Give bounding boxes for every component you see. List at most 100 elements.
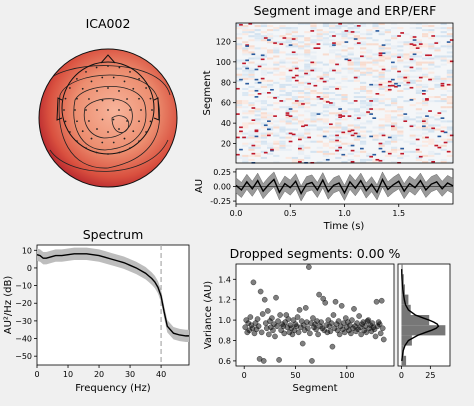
segment-cell bbox=[366, 49, 373, 52]
segment-cell bbox=[360, 33, 367, 36]
variance-point bbox=[318, 319, 324, 325]
segment-cell bbox=[375, 93, 380, 95]
variance-point bbox=[294, 314, 301, 320]
segment-cell bbox=[428, 61, 435, 64]
segment-cell bbox=[440, 27, 447, 30]
segment-cell bbox=[294, 100, 299, 102]
segment-cell bbox=[254, 135, 259, 138]
segment-cell bbox=[322, 31, 329, 34]
segment-cell bbox=[248, 122, 255, 125]
segment-cell bbox=[242, 73, 249, 76]
segment-cell bbox=[279, 85, 286, 88]
segment-cell bbox=[344, 41, 349, 43]
segment-cell bbox=[341, 94, 348, 97]
erp-xtick-label: 0.5 bbox=[284, 209, 297, 218]
segment-cell bbox=[310, 104, 317, 107]
segment-cell bbox=[335, 140, 342, 143]
segment-cell bbox=[310, 27, 317, 30]
sensor-dot bbox=[90, 137, 93, 140]
histogram-density-line bbox=[400, 269, 440, 361]
segment-cell bbox=[254, 100, 261, 103]
segment-cell bbox=[353, 31, 360, 34]
segment-cell bbox=[248, 146, 255, 149]
segment-cell bbox=[291, 31, 298, 34]
segment-cell bbox=[248, 85, 255, 88]
segment-cell bbox=[335, 25, 342, 28]
segment-cell bbox=[236, 27, 243, 30]
segment-cell bbox=[412, 39, 417, 41]
segment-cell bbox=[260, 91, 267, 95]
segment-cell bbox=[310, 61, 315, 64]
segment-cell bbox=[298, 138, 302, 141]
segment-cell bbox=[360, 87, 367, 90]
segment-cell bbox=[267, 67, 274, 70]
segment-cell bbox=[273, 55, 280, 58]
segment-cell bbox=[415, 79, 422, 82]
histogram-bars bbox=[400, 264, 446, 366]
segment-cell bbox=[415, 150, 422, 153]
segment-cell bbox=[329, 67, 336, 70]
segment-cell bbox=[335, 33, 342, 36]
segment-cell bbox=[329, 91, 336, 95]
segment-cell bbox=[446, 128, 453, 131]
segment-cell bbox=[397, 134, 404, 137]
segment-cell bbox=[304, 39, 311, 42]
segment-ytick-label: 60 bbox=[221, 99, 231, 108]
segment-cell bbox=[267, 51, 274, 54]
variance-axes bbox=[235, 263, 395, 367]
sensor-dot bbox=[107, 153, 109, 155]
segment-cell bbox=[329, 102, 333, 104]
segment-cell bbox=[347, 124, 354, 127]
segment-cell bbox=[304, 23, 311, 26]
segment-cell bbox=[260, 39, 267, 42]
segment-cell bbox=[347, 33, 354, 36]
segment-cell bbox=[329, 59, 336, 62]
variance-point bbox=[336, 331, 343, 338]
segment-cell bbox=[267, 132, 274, 135]
segment-cell bbox=[341, 96, 348, 99]
segment-cell bbox=[291, 116, 298, 119]
segment-cell bbox=[285, 33, 292, 36]
segment-cell bbox=[267, 112, 274, 115]
segment-cell bbox=[403, 120, 408, 123]
segment-cell bbox=[446, 69, 453, 72]
segment-cell bbox=[322, 23, 329, 26]
segment-cell bbox=[428, 116, 435, 119]
segment-cell bbox=[378, 73, 385, 76]
segment-cell bbox=[329, 85, 336, 88]
segment-cell bbox=[329, 27, 336, 30]
segment-cell bbox=[245, 67, 250, 70]
segment-cell bbox=[304, 51, 311, 54]
segment-cell bbox=[263, 37, 268, 39]
segment-cell bbox=[341, 160, 348, 163]
segment-cell bbox=[298, 144, 305, 147]
segment-cell bbox=[291, 89, 298, 92]
segment-cell bbox=[267, 83, 274, 86]
segment-cell bbox=[304, 73, 311, 76]
segment-cell bbox=[409, 47, 416, 50]
sensor-dot bbox=[76, 120, 78, 123]
segment-cell bbox=[242, 47, 249, 50]
erp-panel: 0.0 0.5 1.0 1.5 0.25 0.00 -0.25 AU Time (s) bbox=[194, 168, 454, 232]
segment-cell bbox=[322, 87, 329, 90]
segment-cell bbox=[378, 71, 385, 74]
segment-cell bbox=[298, 132, 305, 135]
segment-cell bbox=[409, 124, 416, 127]
segment-cell bbox=[329, 146, 336, 149]
variance-xtick-label: 0 bbox=[242, 371, 247, 380]
variance-point bbox=[313, 326, 319, 333]
sensor-dot bbox=[145, 87, 148, 89]
segment-cell bbox=[298, 96, 305, 99]
segment-cell bbox=[372, 75, 379, 78]
segment-cell bbox=[397, 35, 401, 37]
segment-cell bbox=[260, 118, 267, 121]
segment-cell bbox=[316, 35, 323, 38]
segment-cell bbox=[415, 156, 422, 159]
segment-cell bbox=[322, 152, 329, 155]
segment-cell bbox=[242, 51, 249, 54]
segment-cell bbox=[310, 30, 315, 32]
segment-cell bbox=[360, 81, 367, 84]
variance-point bbox=[329, 343, 336, 350]
segment-cell bbox=[397, 41, 404, 44]
segment-cell bbox=[248, 102, 255, 105]
